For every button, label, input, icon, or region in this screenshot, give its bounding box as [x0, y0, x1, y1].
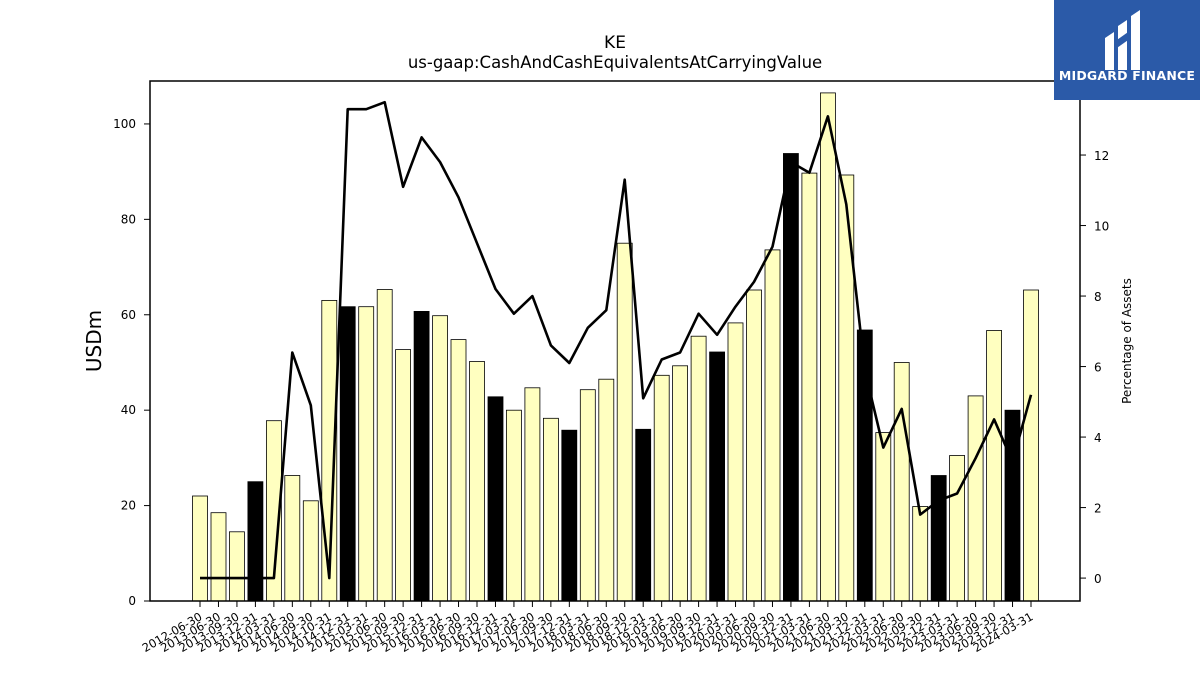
bar-2021-12-31	[893, 362, 910, 602]
y2-tick-label: 2	[1094, 502, 1102, 516]
bar-2015-06-30	[413, 310, 430, 602]
bar-2019-12-31	[746, 289, 762, 602]
y-axis-label: USDm	[82, 310, 106, 372]
y2-tick-label: 4	[1094, 431, 1102, 445]
bar-2019-09-30	[727, 322, 744, 602]
bar-2018-03-31	[616, 242, 633, 602]
bar-2021-09-30	[875, 432, 892, 602]
plot-frame	[149, 80, 1081, 602]
bar-2012-09-30	[210, 512, 227, 602]
bar-2022-12-31	[967, 395, 984, 602]
y-tick-label: 60	[121, 308, 136, 322]
y-axis-right: 0 2 4 6 8 10 12	[1080, 149, 1109, 586]
y-tick-label: 20	[121, 499, 136, 513]
bar-2017-12-31	[598, 378, 615, 602]
x-axis: 2012-06-302013-06-302013-09-302013-12-31…	[140, 601, 1036, 655]
bar-2023-09-30	[1023, 289, 1039, 602]
y2-tick-label: 12	[1094, 149, 1109, 163]
bar-2014-06-30	[339, 306, 356, 602]
y2-tick-label: 8	[1094, 290, 1102, 304]
bar-2020-09-30	[801, 172, 818, 602]
bar-2023-03-31	[986, 330, 1002, 602]
y2-tick-label: 10	[1094, 220, 1109, 234]
y-tick-label: 40	[121, 403, 136, 417]
bar-2018-09-30	[653, 374, 670, 602]
bar-2017-03-31	[543, 417, 559, 602]
y2-tick-label: 0	[1094, 572, 1102, 586]
bar-2012-12-31	[228, 531, 245, 602]
bar-2016-03-31	[469, 361, 485, 602]
bar-2019-06-30	[709, 351, 725, 602]
logo-text: MIDGARD FINANCE	[1058, 68, 1196, 83]
y-tick-label: 0	[128, 594, 136, 608]
bar-2020-06-30	[783, 153, 799, 602]
bar-2019-03-31	[690, 335, 707, 602]
bar-2013-12-31	[302, 500, 319, 602]
bar-2016-12-31	[524, 387, 541, 602]
percentage-of-assets-line	[200, 100, 1033, 580]
bar-2014-09-30	[358, 306, 375, 602]
bar-2016-06-30	[487, 396, 504, 602]
logo-icon	[1105, 10, 1140, 70]
bar-2020-12-31	[820, 92, 836, 602]
percentage-line-layer	[200, 100, 1033, 580]
bar-2014-12-31	[376, 289, 393, 602]
bar-2013-03-31	[247, 481, 264, 602]
bar-2017-09-30	[579, 389, 596, 602]
bar-2012-06-30	[192, 495, 208, 602]
chart-title: KE	[604, 33, 626, 53]
bar-2016-09-30	[505, 409, 522, 602]
bar-2017-06-30	[561, 429, 578, 602]
bar-2018-12-31	[672, 365, 688, 602]
bars-layer	[192, 92, 1039, 602]
bar-2015-12-31	[450, 339, 467, 602]
bar-2015-09-30	[432, 315, 449, 602]
bar-2020-03-31	[764, 249, 781, 602]
y2-axis-label: Percentage of Assets	[1120, 278, 1134, 404]
midgard-finance-logo: MIDGARD FINANCE	[1054, 0, 1200, 100]
bar-2013-09-30	[284, 475, 301, 602]
bar-2022-09-30	[949, 455, 965, 602]
bar-2021-03-31	[838, 174, 855, 602]
bar-2018-06-30	[635, 428, 652, 602]
bar-2015-03-31	[395, 349, 412, 602]
y-axis-left: 0 20 40 60 80 100	[113, 117, 150, 608]
chart-subtitle: us-gaap:CashAndCashEquivalentsAtCarrying…	[408, 53, 822, 72]
bar-2022-03-31	[912, 506, 929, 602]
y2-tick-label: 6	[1094, 361, 1102, 375]
y-tick-label: 100	[113, 117, 136, 131]
bar-2022-06-30	[930, 475, 947, 602]
y-tick-label: 80	[121, 212, 136, 226]
